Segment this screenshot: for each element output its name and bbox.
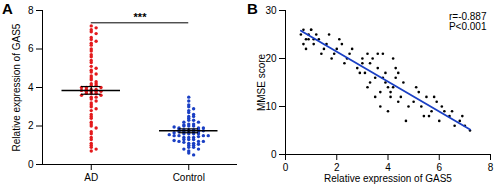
html-text:A: A (2, 0, 13, 17)
svg-text:Relative expression of GAS5: Relative expression of GAS5 (11, 23, 22, 151)
svg-text:10: 10 (265, 101, 277, 112)
svg-text:6: 6 (28, 43, 34, 54)
svg-text:4: 4 (28, 82, 34, 93)
svg-text:8: 8 (488, 162, 494, 173)
svg-text:MMSE score: MMSE score (256, 53, 267, 111)
svg-text:0: 0 (283, 162, 289, 173)
svg-text:2: 2 (28, 120, 34, 131)
svg-text:Control: Control (173, 172, 205, 183)
svg-text:Relative expression of GAS5: Relative expression of GAS5 (324, 173, 452, 184)
svg-text:8: 8 (28, 5, 34, 16)
html-text:B: B (247, 0, 258, 17)
svg-text:AD: AD (84, 172, 98, 183)
svg-text:***: *** (134, 11, 148, 23)
svg-text:2: 2 (334, 162, 340, 173)
svg-text:r=-0.887P<0.001: r=-0.887P<0.001 (449, 11, 487, 32)
svg-text:30: 30 (265, 5, 277, 16)
svg-text:20: 20 (265, 53, 277, 64)
svg-text:6: 6 (436, 162, 442, 173)
svg-text:0: 0 (271, 149, 277, 160)
svg-text:4: 4 (385, 162, 391, 173)
svg-text:0: 0 (28, 159, 34, 170)
